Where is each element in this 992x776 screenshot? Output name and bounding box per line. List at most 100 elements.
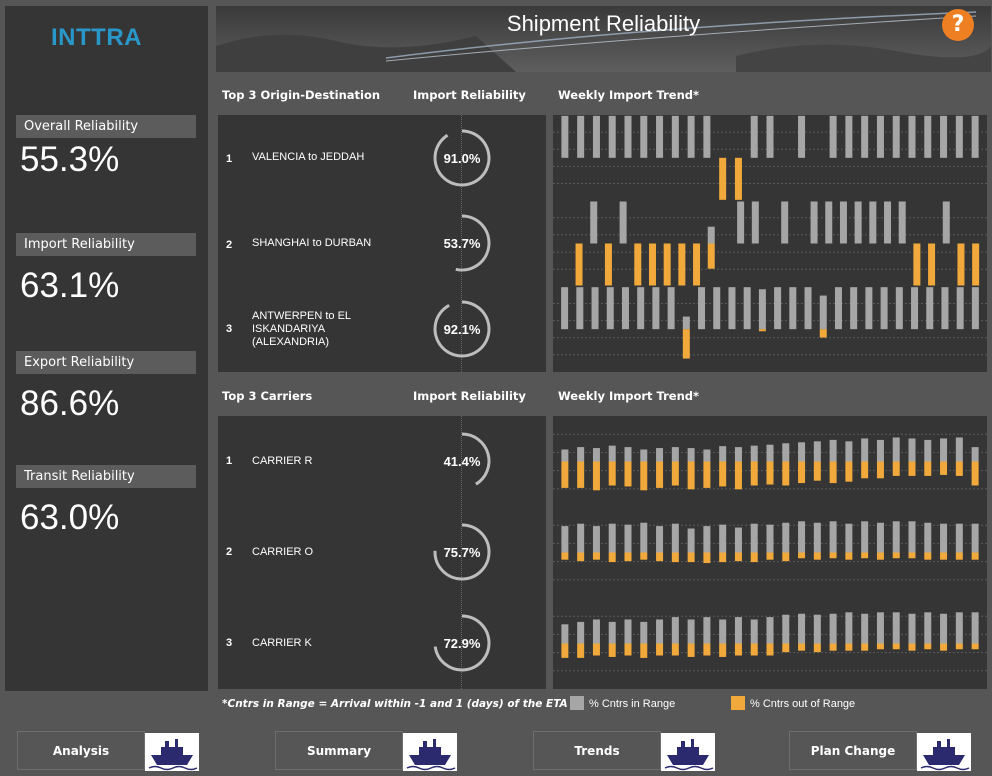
bar-out-range: [829, 643, 837, 651]
bar-in-range: [942, 201, 950, 244]
bar-in-range: [728, 287, 736, 330]
bar-out-range: [908, 643, 916, 651]
bar-in-range: [850, 287, 858, 330]
od-gauge-2: [455, 214, 491, 272]
bar-in-range: [876, 115, 884, 158]
legend-out-range-label: % Cntrs out of Range: [750, 698, 856, 710]
overall-reliability-label: Overall Reliability: [16, 115, 196, 138]
legend-out-range-swatch: [731, 696, 745, 710]
bar-out-range: [940, 552, 948, 560]
bar-in-range: [591, 287, 599, 330]
od-trend-svg: [553, 115, 987, 359]
carrier-name-2[interactable]: CARRIER O: [252, 546, 314, 558]
bar-out-range: [577, 643, 585, 658]
bar-in-range: [861, 115, 869, 158]
carrier-name-3[interactable]: CARRIER K: [252, 637, 312, 649]
bar-out-range: [766, 461, 774, 485]
bar-out-range: [734, 157, 742, 200]
bar-in-range: [940, 523, 948, 553]
bar-out-range: [634, 243, 642, 286]
bar-in-range: [876, 522, 884, 553]
bar-in-range: [854, 201, 862, 244]
carrier-rank-3: 3: [226, 637, 233, 649]
bar-out-range: [758, 329, 766, 332]
bar-in-range: [829, 115, 837, 158]
bar-out-range: [592, 643, 600, 656]
page-title: Shipment Reliability: [506, 11, 701, 36]
transit-reliability-value: 63.0%: [20, 498, 120, 537]
legend-in-range-label: % Cntrs in Range: [589, 698, 676, 710]
od-name-3[interactable]: ANTWERPEN to EL ISKANDARIYA (ALEXANDRIA): [252, 310, 351, 348]
inttra-logo: INTTRA: [51, 24, 142, 51]
bar-out-range: [913, 243, 921, 286]
bar-in-range: [640, 621, 648, 644]
bar-out-range: [829, 461, 837, 484]
bar-out-range: [924, 552, 932, 560]
bar-in-range: [687, 528, 695, 553]
bar-in-range: [703, 526, 711, 553]
bar-in-range: [698, 287, 706, 330]
bar-in-range: [829, 439, 837, 462]
help-button[interactable]: ?: [942, 9, 974, 41]
od-pct-1: 91.0%: [443, 151, 481, 166]
od-trend-header: Weekly Import Trend*: [558, 88, 700, 102]
bar-in-range: [971, 612, 979, 644]
bar-in-range: [624, 447, 632, 462]
bar-in-range: [955, 523, 963, 553]
bar-in-range: [608, 445, 616, 462]
bar-out-range: [656, 461, 664, 488]
bar-out-range: [782, 461, 790, 486]
bar-out-range: [561, 643, 569, 658]
ship-icon[interactable]: [661, 733, 715, 771]
bar-in-range: [608, 621, 616, 644]
panel-divider: [461, 115, 462, 372]
bar-in-range: [577, 523, 585, 553]
bar-out-range: [648, 243, 656, 286]
od-name-2[interactable]: SHANGHAI to DURBAN: [252, 237, 372, 249]
bar-out-range: [734, 461, 742, 490]
bar-out-range: [719, 552, 727, 563]
ship-icon[interactable]: [403, 733, 457, 771]
bar-out-range: [928, 243, 936, 286]
od-panel: 1 VALENCIA to JEDDAH 2 SHANGHAI to DURBA…: [218, 115, 546, 372]
bar-out-range: [719, 461, 727, 487]
bar-out-range: [924, 643, 932, 650]
bar-out-range: [813, 643, 821, 653]
nav-summary-button[interactable]: Summary: [275, 731, 403, 770]
ship-icon[interactable]: [145, 733, 199, 771]
bar-out-range: [971, 552, 979, 560]
bar-in-range: [876, 612, 884, 644]
bar-in-range: [592, 115, 600, 158]
bar-out-range: [798, 643, 806, 651]
bar-in-range: [734, 617, 742, 644]
bar-in-range: [561, 287, 569, 330]
bar-in-range: [911, 287, 919, 330]
bar-in-range: [813, 522, 821, 553]
bar-in-range: [804, 287, 812, 330]
nav-analysis-button[interactable]: Analysis: [17, 731, 145, 770]
bar-in-range: [924, 612, 932, 644]
ship-icon[interactable]: [917, 733, 971, 771]
bar-out-range: [561, 461, 569, 488]
bar-in-range: [898, 201, 906, 244]
od-name-1[interactable]: VALENCIA to JEDDAH: [252, 151, 365, 163]
bar-out-range: [876, 643, 884, 650]
nav-trends-button[interactable]: Trends: [533, 731, 661, 770]
bar-in-range: [577, 447, 585, 462]
bar-in-range: [577, 621, 585, 644]
bar-out-range: [656, 643, 664, 656]
bar-out-range: [693, 243, 701, 286]
bar-in-range: [703, 115, 711, 158]
bar-out-range: [624, 552, 632, 562]
bar-in-range: [971, 115, 979, 158]
bar-in-range: [750, 523, 758, 553]
bar-out-range: [687, 643, 695, 657]
bar-out-range: [782, 643, 790, 653]
bar-in-range: [719, 619, 727, 644]
bar-in-range: [819, 295, 827, 330]
carrier-name-1[interactable]: CARRIER R: [252, 455, 313, 467]
bar-in-range: [781, 201, 789, 244]
nav-plan-change-button[interactable]: Plan Change: [789, 731, 917, 770]
bar-in-range: [908, 521, 916, 553]
bar-in-range: [955, 437, 963, 462]
